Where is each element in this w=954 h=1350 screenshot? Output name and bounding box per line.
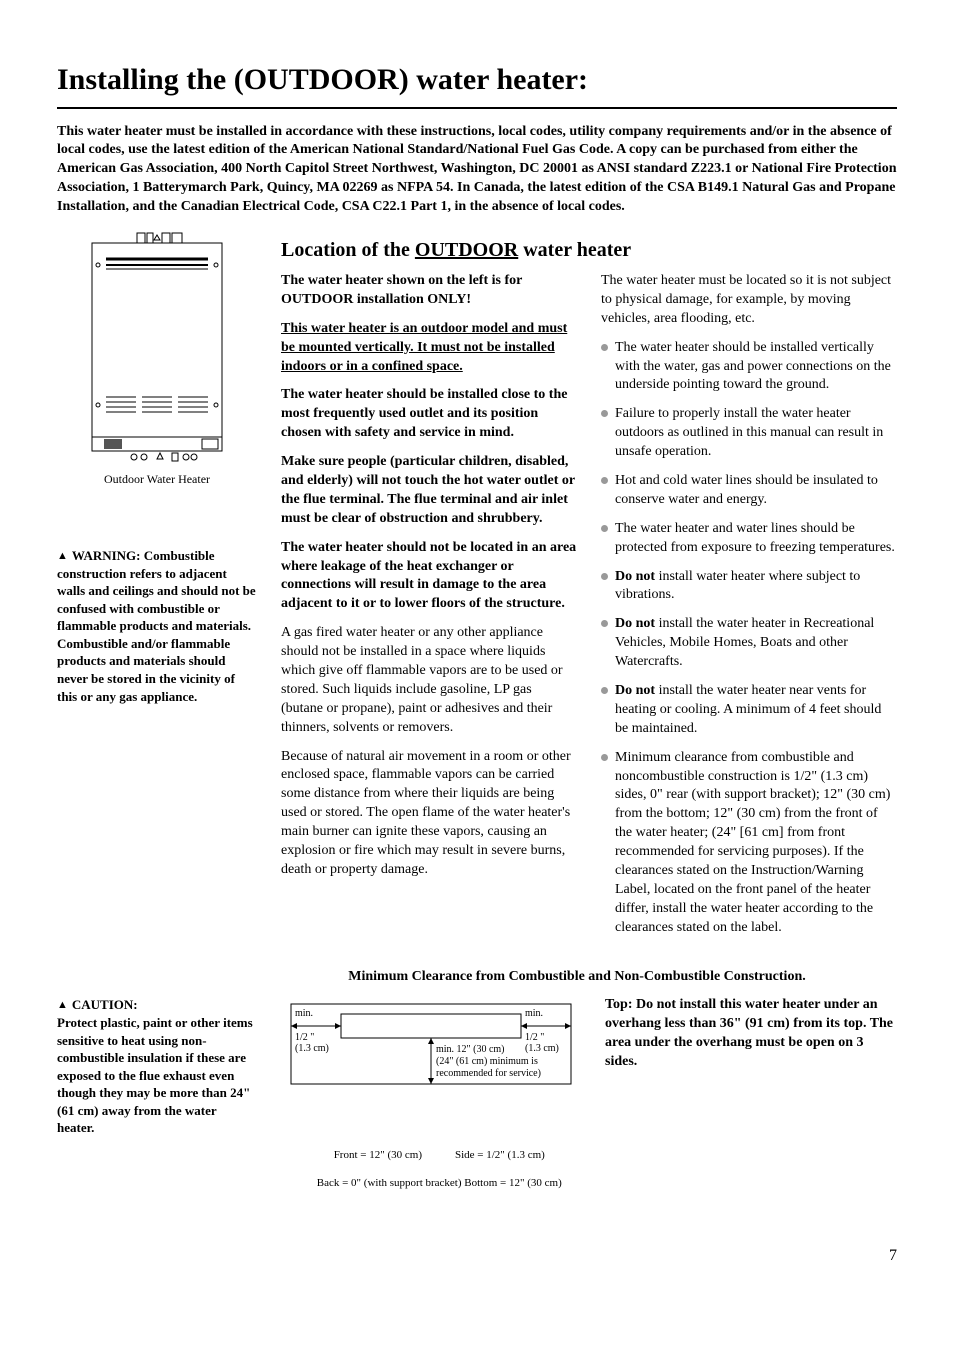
center-p5: The water heater should not be located i…	[281, 539, 577, 615]
do-not: Do not	[615, 683, 655, 698]
center-p2: This water heater is an outdoor model an…	[281, 320, 577, 377]
bullet-item: Do not install the water heater near ven…	[601, 682, 897, 739]
do-not: Do not	[615, 569, 655, 584]
diag-right-3: (1.3 cm)	[525, 1043, 559, 1054]
bullet-item: Do not install water heater where subjec…	[601, 568, 897, 606]
bullet-item: Minimum clearance from combustible and n…	[601, 749, 897, 938]
section-heading-pre: Location of the	[281, 239, 415, 261]
clearance-caption-1: Front = 12" (30 cm) Side = 1/2" (1.3 cm)	[334, 1149, 545, 1161]
bullet-item: Failure to properly install the water he…	[601, 405, 897, 462]
bullet-text: install the water heater near vents for …	[615, 683, 881, 736]
section-heading-underline: OUTDOOR	[415, 239, 518, 261]
warning-note: WARNING: Combustible construction refers…	[57, 547, 257, 705]
bullet-item: The water heater and water lines should …	[601, 520, 897, 558]
clearance-diagram: min. 1/2 " (1.3 cm) min. 1/2 " (1.3 cm) …	[281, 996, 581, 1126]
diag-left-2: 1/2 "	[295, 1032, 314, 1043]
center-p6: A gas fired water heater or any other ap…	[281, 624, 577, 737]
diag-bot-3: recommended for service)	[436, 1068, 541, 1079]
heater-illustration	[82, 227, 232, 467]
section-heading-post: water heater	[518, 239, 631, 261]
diag-right-2: 1/2 "	[525, 1032, 544, 1043]
warning-text: WARNING: Combustible construction refers…	[57, 548, 256, 703]
diag-left-1: min.	[295, 1008, 313, 1019]
page-number: 7	[57, 1245, 897, 1267]
bullet-item: Do not install the water heater in Recre…	[601, 615, 897, 672]
intro-paragraph: This water heater must be installed in a…	[57, 123, 897, 217]
diag-left-3: (1.3 cm)	[295, 1043, 329, 1054]
diag-bot-2: (24" (61 cm) minimum is	[436, 1056, 538, 1067]
heater-caption: Outdoor Water Heater	[57, 471, 257, 487]
clearance-caption-2: Back = 0" (with support bracket) Bottom …	[317, 1177, 562, 1189]
center-p7: Because of natural air movement in a roo…	[281, 748, 577, 880]
caution-icon	[57, 997, 72, 1012]
page-title: Installing the (OUTDOOR) water heater:	[57, 60, 897, 101]
center-p3: The water heater should be installed clo…	[281, 386, 577, 443]
caution-body: Protect plastic, paint or other items se…	[57, 1015, 253, 1135]
clearance-title: Minimum Clearance from Combustible and N…	[257, 968, 897, 987]
warning-icon	[57, 548, 72, 563]
title-rule	[57, 107, 897, 109]
center-p4: Make sure people (particular children, d…	[281, 453, 577, 529]
section-heading: Location of the OUTDOOR water heater	[281, 237, 897, 264]
bullet-item: Hot and cold water lines should be insul…	[601, 472, 897, 510]
right-intro: The water heater must be located so it i…	[601, 272, 897, 329]
caution-label: CAUTION:	[72, 997, 138, 1012]
bullet-item: The water heater should be installed ver…	[601, 339, 897, 396]
clearance-top-note: Top: Do not install this water heater un…	[605, 996, 897, 1072]
center-p1: The water heater shown on the left is fo…	[281, 272, 577, 310]
diag-bot-1: min. 12" (30 cm)	[436, 1044, 505, 1055]
do-not: Do not	[615, 616, 655, 631]
diag-right-1: min.	[525, 1008, 543, 1019]
caution-note: CAUTION: Protect plastic, paint or other…	[57, 996, 257, 1136]
